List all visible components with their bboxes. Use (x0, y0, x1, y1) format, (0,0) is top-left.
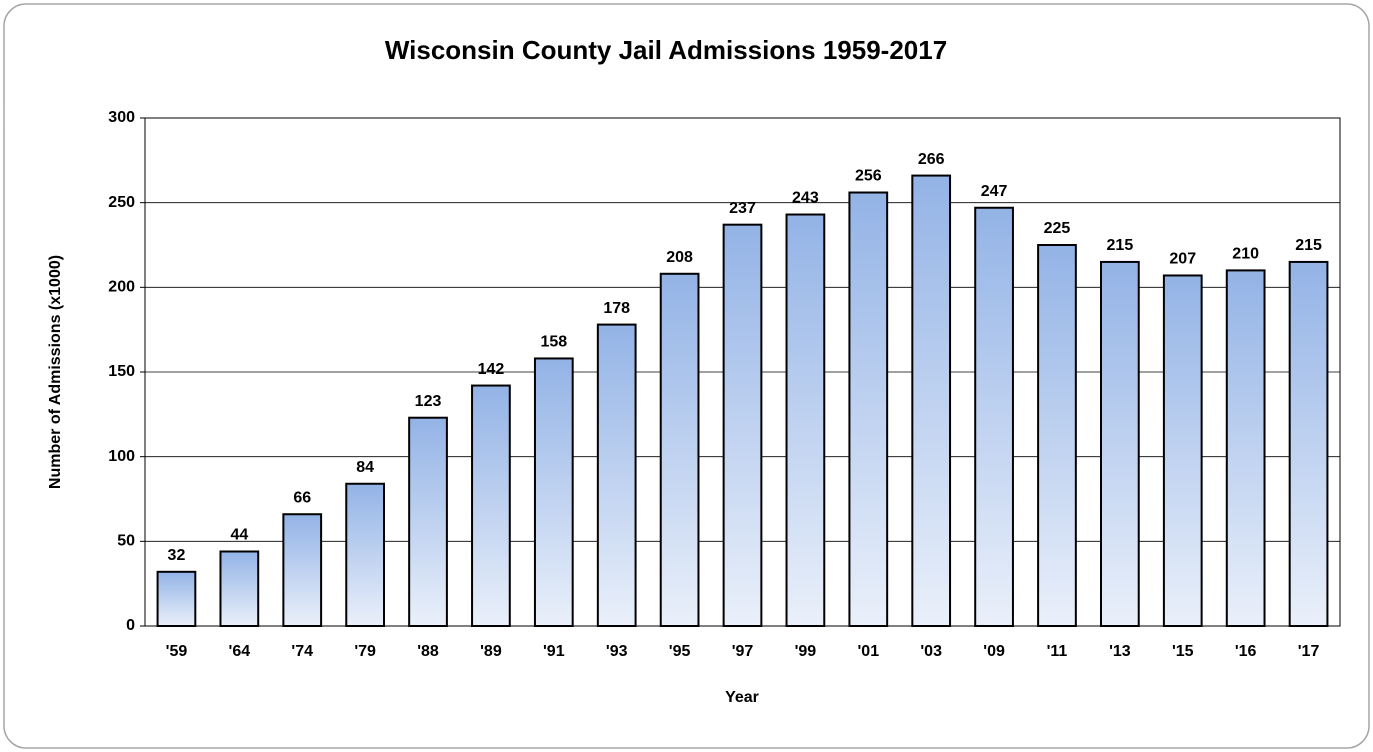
x-tick-label: '11 (1047, 643, 1068, 660)
bar (659, 272, 700, 627)
x-tick-label: '91 (543, 643, 565, 660)
data-label: 237 (729, 200, 756, 217)
x-tick-label: '88 (417, 643, 439, 660)
bar (596, 323, 637, 627)
x-tick-label: '03 (920, 643, 942, 660)
bar (1225, 269, 1266, 627)
x-tick-label: '93 (606, 643, 628, 660)
x-tick-label: '89 (480, 643, 502, 660)
y-tick-label: 100 (108, 448, 135, 465)
data-label: 178 (603, 300, 630, 317)
y-tick-label: 150 (108, 363, 135, 380)
data-label: 243 (792, 190, 819, 207)
bar (471, 384, 511, 627)
bar (1037, 244, 1077, 627)
x-tick-label: '97 (732, 643, 754, 660)
bar (533, 357, 574, 627)
data-label: 207 (1169, 251, 1196, 268)
y-axis-label: Number of Admissions (x1000) (47, 255, 64, 489)
bar (156, 570, 197, 628)
y-tick-label: 50 (117, 533, 135, 550)
chart-title: Wisconsin County Jail Admissions 1959-20… (385, 35, 947, 65)
bar (785, 213, 826, 628)
data-label: 215 (1107, 237, 1134, 254)
y-tick-label: 250 (108, 194, 135, 211)
x-tick-label: '09 (983, 643, 1005, 660)
x-axis-label: Year (725, 689, 759, 706)
bar (848, 191, 889, 628)
bar (974, 206, 1014, 627)
bar (408, 416, 448, 627)
x-tick-label: '13 (1109, 643, 1131, 660)
data-label: 142 (478, 361, 505, 378)
data-label: 123 (415, 393, 442, 410)
y-tick-label: 0 (126, 617, 135, 634)
data-label: 266 (918, 151, 945, 168)
y-tick-label: 300 (108, 109, 135, 126)
data-label: 256 (855, 168, 882, 185)
bar (1288, 260, 1329, 627)
x-tick-label: '16 (1235, 643, 1257, 660)
bar (219, 550, 260, 628)
bar (1162, 274, 1203, 627)
x-tick-label: '79 (354, 643, 376, 660)
bar (282, 513, 323, 627)
x-tick-label: '74 (291, 643, 313, 660)
bar (722, 223, 763, 627)
data-label: 225 (1044, 220, 1071, 237)
bar (1100, 260, 1140, 627)
x-tick-label: '17 (1298, 643, 1320, 660)
data-label: 66 (293, 489, 311, 506)
data-label: 32 (168, 547, 186, 564)
bar (911, 174, 952, 627)
x-tick-label: '64 (229, 643, 251, 660)
data-label: 84 (356, 459, 374, 476)
data-label: 208 (666, 249, 693, 266)
data-label: 215 (1295, 237, 1322, 254)
data-label: 210 (1232, 246, 1259, 263)
data-label: 247 (981, 183, 1008, 200)
x-tick-label: '99 (795, 643, 817, 660)
y-tick-label: 200 (108, 279, 135, 296)
x-tick-label: '95 (669, 643, 691, 660)
data-label: 158 (540, 334, 567, 351)
x-tick-label: '01 (857, 643, 879, 660)
x-tick-label: '59 (166, 643, 188, 660)
data-label: 44 (230, 527, 248, 544)
x-tick-label: '15 (1172, 643, 1194, 660)
bar (345, 482, 385, 628)
